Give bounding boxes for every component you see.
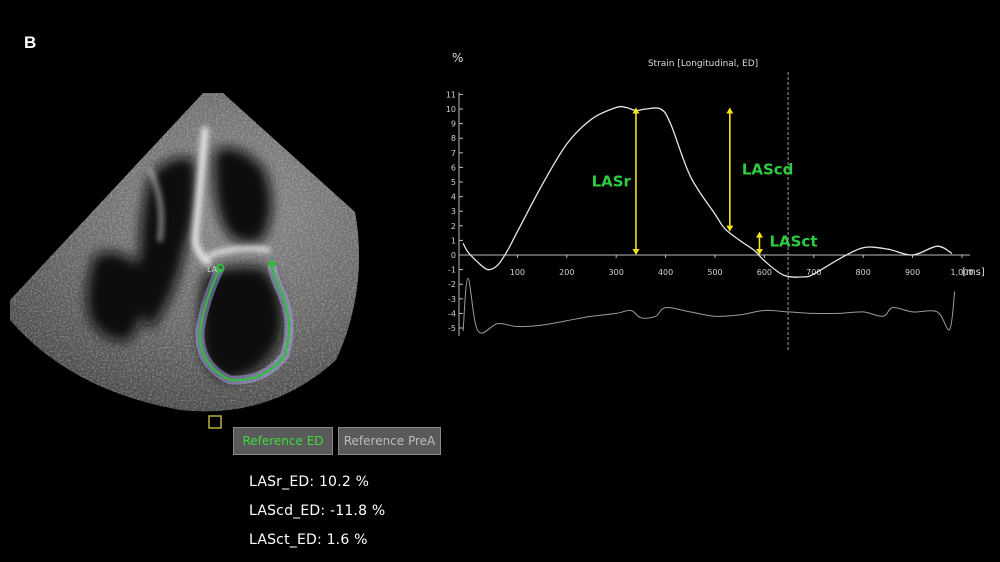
- y-tick-label: 2: [451, 222, 456, 231]
- series-line-1: [462, 105, 953, 278]
- annotation-label-lasct: LASct: [769, 232, 817, 250]
- y-tick-label: -3: [448, 295, 456, 304]
- y-tick-label: 7: [451, 149, 456, 158]
- x-tick-label: 700: [806, 268, 821, 277]
- measurement-lasr: LASr_ED: 10.2 %: [249, 474, 369, 490]
- y-ticks: -5 -4 -3 -2 -1 0 1 2 3 4 5 6 7 8 9 10 11: [446, 90, 463, 333]
- annotation-arrowhead-top: [726, 107, 734, 114]
- chamber-label: LA: [207, 265, 218, 274]
- y-tick-label: 5: [451, 178, 456, 187]
- measurement-lascd: LAScd_ED: -11.8 %: [249, 503, 385, 519]
- reference-ed-button[interactable]: Reference ED: [233, 427, 333, 455]
- y-tick-label: -5: [448, 324, 456, 333]
- x-tick-label: 800: [856, 268, 871, 277]
- y-tick-label: 11: [446, 90, 456, 99]
- series-group: [462, 105, 956, 334]
- series-line-2: [462, 277, 956, 334]
- measurement-lasct: LASct_ED: 1.6 %: [249, 532, 368, 548]
- y-tick-label: 8: [451, 134, 456, 143]
- y-axis-label: %: [452, 51, 463, 65]
- x-tick-label: 200: [559, 268, 574, 277]
- y-tick-label: 3: [451, 207, 456, 216]
- x-tick-label: 400: [658, 268, 673, 277]
- annotation-label-lasr: LASr: [592, 172, 632, 190]
- annotation-arrowhead-bottom: [726, 225, 734, 232]
- measurement-value: 10.2 %: [318, 474, 370, 490]
- y-tick-label: 9: [451, 120, 456, 129]
- measurement-value: -11.8 %: [329, 503, 386, 519]
- annotation-label-lascd: LAScd: [742, 161, 794, 179]
- y-tick-label: -1: [448, 266, 456, 275]
- reference-prea-button[interactable]: Reference PreA: [338, 427, 441, 455]
- y-tick-label: 4: [451, 193, 456, 202]
- x-tick-label: 300: [609, 268, 624, 277]
- x-tick-label: 600: [757, 268, 772, 277]
- y-tick-label: 0: [451, 251, 456, 260]
- x-tick-label: 100: [510, 268, 525, 277]
- y-tick-label: 10: [446, 105, 456, 114]
- annotation-arrowhead-top: [632, 107, 640, 114]
- annotation-arrowhead-bottom: [755, 249, 763, 255]
- marker-square-icon: [208, 415, 222, 429]
- annotation-arrowhead-top: [755, 231, 763, 238]
- annotation-group: LASr LAScd LASct: [592, 107, 818, 255]
- chart-title: Strain [Longitudinal, ED]: [648, 59, 758, 69]
- x-axis-label: [ms]: [962, 267, 985, 278]
- measurement-label: LAScd_ED:: [249, 503, 326, 519]
- measurement-label: LASr_ED:: [249, 474, 315, 490]
- measurement-label: LASct_ED:: [249, 532, 322, 548]
- x-ticks: 100 200 300 400 500 600 700 800 900 1,000: [510, 255, 974, 277]
- measurement-value: 1.6 %: [326, 532, 368, 548]
- x-tick-label: 500: [707, 268, 722, 277]
- x-tick-label: 900: [905, 268, 920, 277]
- y-tick-label: -4: [448, 309, 456, 318]
- y-tick-label: 1: [451, 236, 456, 245]
- echocardiogram-image: LA: [10, 93, 360, 429]
- x-tick-label: 1,000: [951, 268, 974, 277]
- y-tick-label: -2: [448, 280, 456, 289]
- y-tick-label: 6: [451, 163, 456, 172]
- panel-label: B: [24, 33, 37, 52]
- annotation-arrowhead-bottom: [632, 249, 640, 255]
